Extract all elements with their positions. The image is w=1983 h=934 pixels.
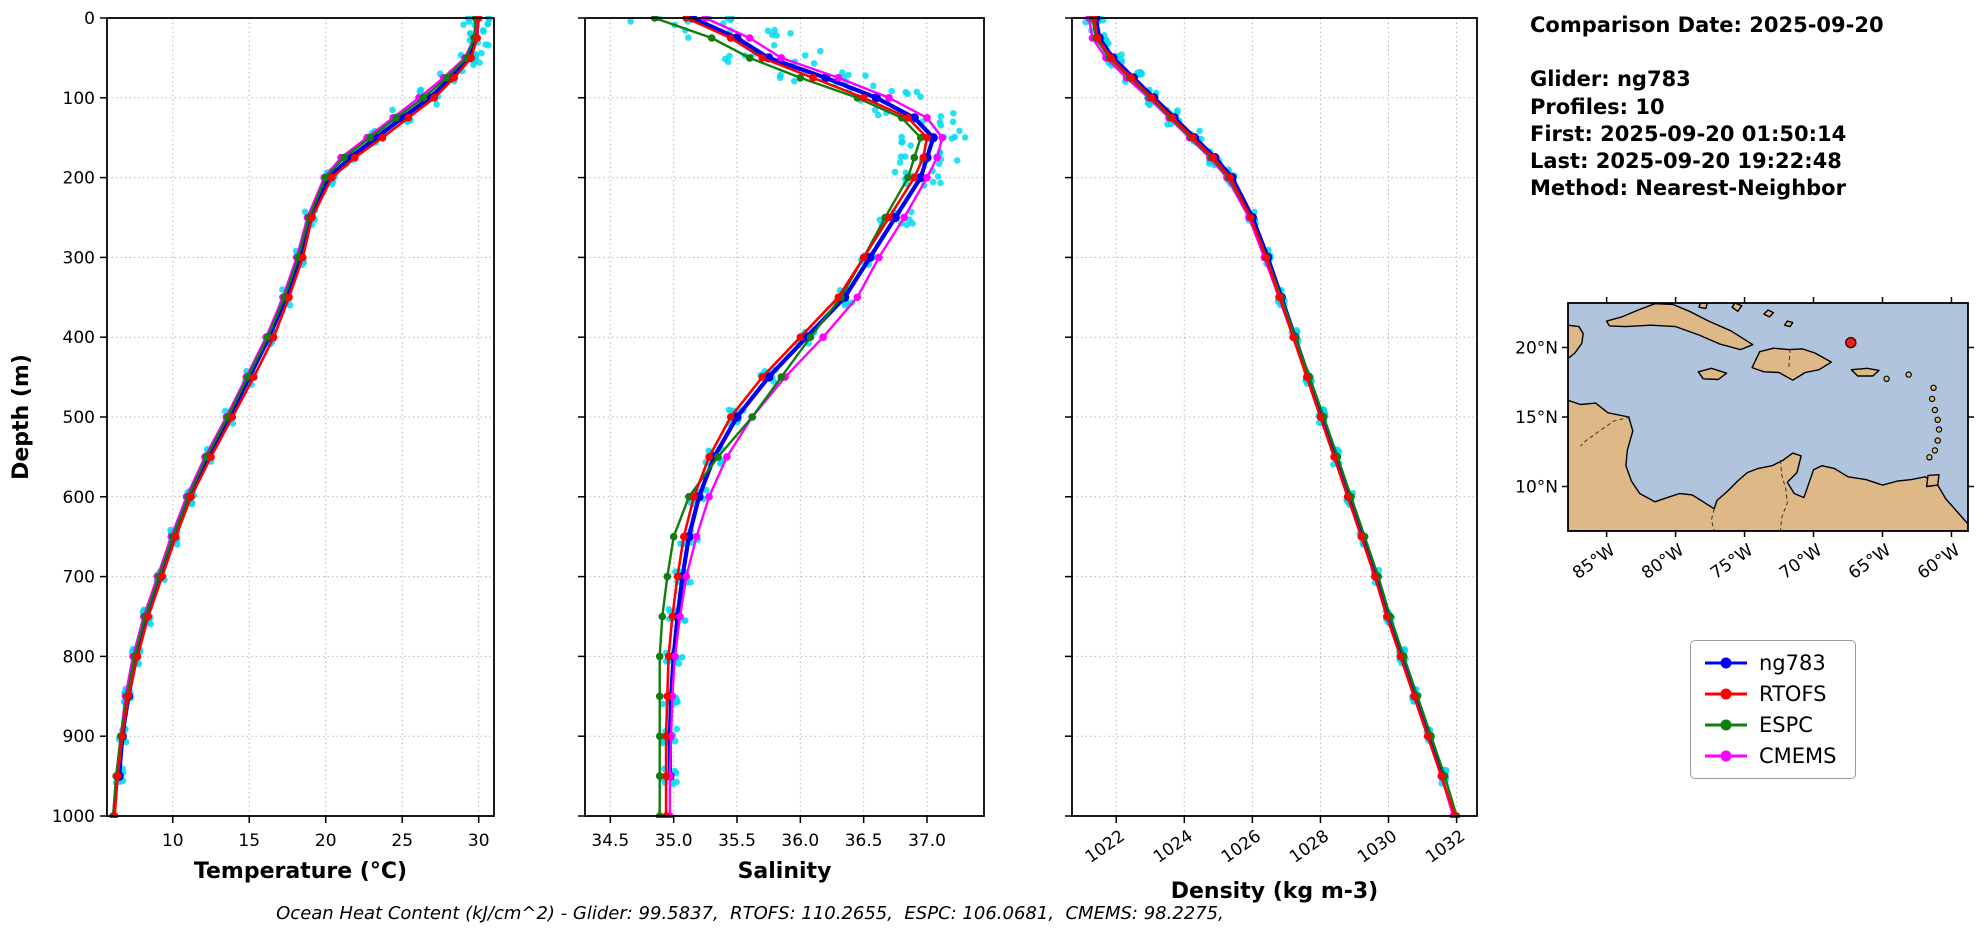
caribbean-location-map: 85°W 80°W 75°W 70°W 65°W 60°W 20°N 15°N 10°N	[1515, 297, 1974, 584]
legend-item-label: CMEMS	[1759, 744, 1837, 768]
svg-text:1030: 1030	[1354, 826, 1401, 867]
first-profile-time-text: First: 2025-09-20 01:50:14	[1530, 121, 1847, 146]
svg-text:Temperature (°C): Temperature (°C)	[194, 859, 407, 884]
svg-text:300: 300	[63, 248, 95, 268]
svg-text:900: 900	[63, 727, 95, 747]
svg-text:Salinity: Salinity	[738, 859, 832, 884]
glider-name-text: Glider: ng783	[1530, 67, 1691, 92]
svg-text:1000: 1000	[52, 807, 95, 827]
legend-line-marker-icon	[1705, 657, 1747, 669]
svg-text:20: 20	[315, 831, 337, 851]
info-spacer	[1530, 39, 1884, 66]
legend-line-marker-icon	[1705, 719, 1747, 731]
svg-text:1026: 1026	[1218, 826, 1265, 867]
svg-text:1028: 1028	[1286, 826, 1333, 867]
svg-text:Density (kg m-3): Density (kg m-3)	[1171, 879, 1379, 904]
svg-text:65°W: 65°W	[1845, 540, 1895, 583]
temperature-profile-chart: 10 15 20 25 30010020030040050060070080090010…	[9, 9, 495, 884]
ocean-heat-content-footnote: Ocean Heat Content (kJ/cm^2) - Glider: 9…	[276, 903, 1224, 924]
svg-text:15: 15	[238, 831, 260, 851]
legend-line-marker-icon	[1705, 688, 1747, 700]
density-profile-chart: 1022 1024 1026 1028 1030 1032 Density (kg m-3)	[1065, 16, 1478, 904]
svg-text:400: 400	[63, 328, 95, 348]
glider-location-marker	[1845, 336, 1857, 349]
legend-item-cmems: CMEMS	[1703, 744, 1837, 768]
svg-text:34.5: 34.5	[591, 831, 629, 851]
legend-item-rtofs: RTOFS	[1703, 682, 1837, 706]
svg-text:35.0: 35.0	[655, 831, 693, 851]
method-text: Method: Nearest-Neighbor	[1530, 176, 1846, 201]
svg-text:500: 500	[63, 408, 95, 428]
svg-text:10°N: 10°N	[1515, 478, 1558, 498]
legend-item-espc: ESPC	[1703, 713, 1837, 737]
svg-text:30: 30	[468, 831, 490, 851]
svg-text:35.5: 35.5	[718, 831, 756, 851]
svg-text:25: 25	[391, 831, 413, 851]
svg-text:36.0: 36.0	[781, 831, 819, 851]
comparison-info-block: Comparison Date: 2025-09-20 Glider: ng78…	[1530, 12, 1884, 203]
last-profile-time-text: Last: 2025-09-20 19:22:48	[1530, 149, 1842, 174]
svg-text:75°W: 75°W	[1707, 540, 1757, 583]
legend-item-label: RTOFS	[1759, 682, 1827, 706]
svg-text:0: 0	[84, 9, 95, 29]
svg-text:1032: 1032	[1422, 826, 1469, 867]
svg-text:70°W: 70°W	[1776, 540, 1826, 583]
svg-text:10: 10	[162, 831, 184, 851]
svg-text:1022: 1022	[1082, 826, 1129, 867]
svg-text:80°W: 80°W	[1638, 540, 1688, 583]
legend-item-ng783: ng783	[1703, 651, 1837, 675]
svg-text:600: 600	[63, 488, 95, 508]
svg-text:Depth (m): Depth (m)	[9, 354, 34, 480]
svg-text:700: 700	[63, 568, 95, 588]
svg-text:800: 800	[63, 647, 95, 667]
legend-item-label: ng783	[1759, 651, 1826, 675]
legend-item-label: ESPC	[1759, 713, 1813, 737]
svg-text:200: 200	[63, 169, 95, 189]
svg-text:15°N: 15°N	[1515, 408, 1558, 428]
salinity-profile-chart: 34.5 35.0 35.5 36.0 36.5 37.0 Salinity	[578, 16, 985, 884]
svg-text:36.5: 36.5	[845, 831, 883, 851]
comparison-date-text: Comparison Date: 2025-09-20	[1530, 13, 1884, 37]
svg-text:100: 100	[63, 89, 95, 109]
legend-line-marker-icon	[1705, 750, 1747, 762]
svg-text:20°N: 20°N	[1515, 338, 1558, 358]
svg-text:60°W: 60°W	[1914, 540, 1964, 583]
svg-text:1024: 1024	[1150, 826, 1197, 867]
profiles-count-text: Profiles: 10	[1530, 94, 1665, 119]
svg-text:85°W: 85°W	[1569, 540, 1619, 583]
svg-text:37.0: 37.0	[908, 831, 946, 851]
legend-box: ng783 RTOFS ESPC CMEMS	[1690, 640, 1856, 779]
